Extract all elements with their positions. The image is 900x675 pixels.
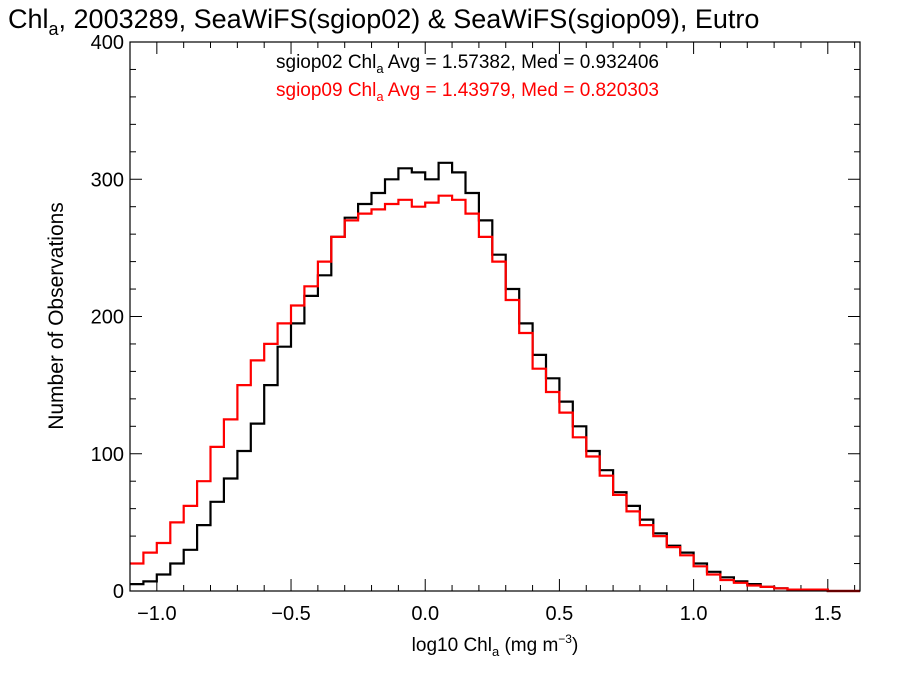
- y-tick-label: 400: [91, 32, 124, 54]
- series-line-sgiop09: [130, 194, 860, 593]
- x-tick-label: 0.5: [546, 603, 574, 625]
- series-line-sgiop02: [130, 161, 860, 593]
- chart-title: Chla, 2003289, SeaWiFS(sgiop02) & SeaWiF…: [8, 4, 759, 39]
- x-tick-label: −1.0: [137, 603, 176, 625]
- y-tick-label: 200: [91, 307, 124, 329]
- x-tick-label: 1.0: [680, 603, 708, 625]
- x-tick-label: 1.5: [814, 603, 842, 625]
- annotation-sgiop02: sgiop02 Chla Avg = 1.57382, Med = 0.9324…: [276, 52, 659, 76]
- y-tick-label: 100: [91, 444, 124, 466]
- y-tick-label: 300: [91, 169, 124, 191]
- x-tick-label: −0.5: [271, 603, 310, 625]
- chart-title-subscript: a: [49, 19, 60, 39]
- x-tick-label: 0.0: [411, 603, 439, 625]
- annotation-sgiop09: sgiop09 Chla Avg = 1.43979, Med = 0.8203…: [276, 80, 659, 104]
- plot-frame: [129, 41, 861, 592]
- y-axis-label: Number of Observations: [45, 202, 68, 430]
- x-axis-label: log10 Chla (mg m−3): [412, 632, 579, 659]
- y-tick-label: 0: [113, 581, 124, 603]
